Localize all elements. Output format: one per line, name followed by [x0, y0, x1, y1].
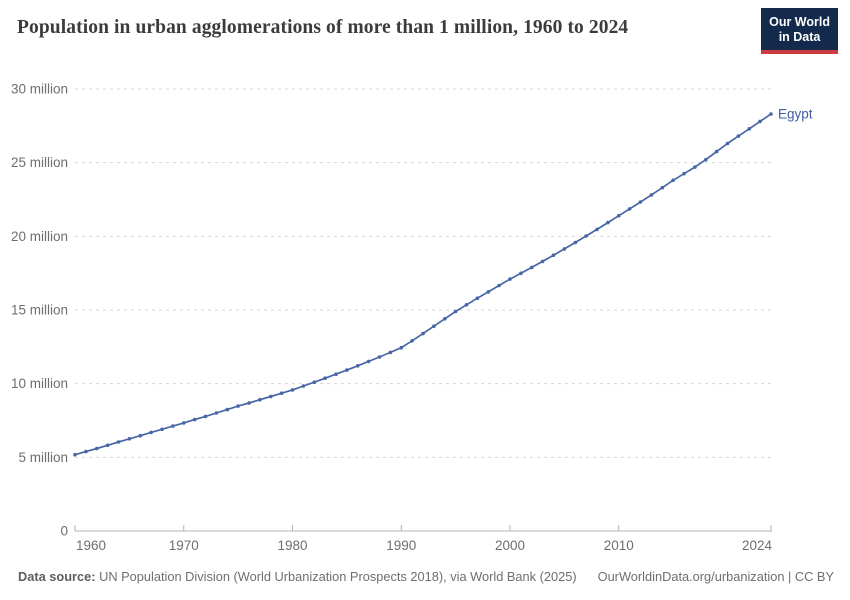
data-point-marker: [323, 376, 327, 381]
x-tick-label: 1970: [169, 538, 199, 553]
data-point-marker: [345, 368, 349, 372]
x-tick-label: 1990: [386, 538, 416, 553]
data-point-marker: [432, 324, 436, 328]
data-point-marker: [562, 247, 567, 251]
data-point-marker: [519, 271, 523, 276]
data-point-marker: [356, 364, 360, 368]
data-point-marker: [530, 265, 534, 270]
data-point-marker: [301, 384, 306, 388]
data-point-marker: [671, 178, 675, 183]
chart-footer: Data source: UN Population Division (Wor…: [18, 569, 834, 584]
data-point-marker: [388, 350, 393, 355]
x-tick-label: 2000: [495, 538, 525, 553]
data-point-marker: [269, 394, 273, 399]
data-point-marker: [105, 443, 110, 448]
x-tick-label: 1980: [277, 538, 307, 553]
data-point-marker: [192, 417, 197, 422]
data-point-marker: [714, 149, 719, 154]
series-line: [74, 113, 772, 456]
data-point-marker: [453, 309, 458, 314]
data-source-note: Data source: UN Population Division (Wor…: [18, 569, 577, 584]
owid-logo-line2: in Data: [778, 30, 821, 44]
data-point-marker: [225, 407, 230, 412]
data-point-marker: [399, 345, 404, 350]
data-point-marker: [540, 259, 545, 264]
data-point-marker: [508, 277, 512, 281]
owid-logo[interactable]: Our World in Data: [761, 8, 838, 54]
data-point-marker: [73, 452, 77, 457]
owid-logo-line1: Our World: [769, 15, 830, 29]
data-point-marker: [149, 430, 153, 435]
data-source-label: Data source:: [18, 569, 96, 584]
y-tick-label: 15 million: [11, 303, 68, 318]
data-point-marker: [573, 240, 578, 245]
data-point-marker: [551, 253, 556, 257]
y-tick-label: 20 million: [11, 229, 68, 244]
data-point-marker: [236, 404, 240, 408]
chart-title: Population in urban agglomerations of mo…: [17, 17, 629, 38]
data-point-marker: [84, 449, 88, 454]
line-chart-svg: 0 5 million 10 million 15 million 20 million…: [11, 82, 813, 554]
data-point-marker: [475, 296, 480, 300]
data-point-marker: [182, 421, 186, 425]
data-point-marker: [247, 401, 251, 405]
data-point-marker: [627, 207, 632, 211]
data-point-marker: [116, 440, 121, 444]
data-point-marker: [127, 437, 132, 441]
data-point-marker: [258, 397, 262, 402]
y-tick-label: 5 million: [18, 450, 68, 465]
data-point-marker: [682, 171, 686, 176]
data-point-marker: [595, 227, 599, 232]
data-point-marker: [279, 391, 284, 396]
data-point-marker: [736, 134, 741, 138]
data-point-marker: [410, 339, 414, 343]
x-tick-label: 2010: [604, 538, 634, 553]
data-point-marker: [769, 112, 773, 116]
x-tick-label: 2024: [742, 538, 773, 553]
data-point-marker: [638, 200, 643, 204]
data-point-marker: [95, 446, 99, 451]
data-point-marker: [725, 141, 730, 146]
owid-credit-link[interactable]: OurWorldinData.org/urbanization | CC BY: [597, 569, 834, 584]
data-point-marker: [486, 290, 491, 294]
data-point-marker: [171, 424, 175, 428]
data-point-marker: [704, 157, 708, 162]
data-point-marker: [464, 303, 469, 307]
data-point-marker: [443, 317, 447, 321]
data-point-marker: [693, 165, 697, 169]
data-point-marker: [334, 372, 338, 377]
data-point-marker: [377, 355, 382, 359]
data-point-marker: [617, 213, 621, 218]
data-point-marker: [203, 414, 208, 419]
data-point-marker: [758, 119, 762, 124]
y-tick-label: 25 million: [11, 155, 68, 170]
data-point-marker: [649, 193, 654, 197]
data-point-marker: [290, 388, 295, 392]
x-tick-label: 1960: [76, 538, 106, 553]
data-point-marker: [138, 433, 143, 438]
data-point-marker: [584, 234, 588, 238]
y-tick-label: 30 million: [11, 82, 68, 97]
data-point-marker: [312, 380, 317, 385]
data-point-marker: [497, 283, 501, 288]
data-point-marker: [747, 127, 752, 131]
data-point-marker: [214, 411, 219, 415]
series-end-label: Egypt: [778, 107, 813, 122]
data-source-text: UN Population Division (World Urbanizati…: [99, 569, 577, 584]
y-tick-label: 10 million: [11, 376, 68, 391]
data-point-marker: [606, 220, 610, 225]
data-point-marker: [160, 427, 164, 432]
plot-area: 0 5 million 10 million 15 million 20 million…: [0, 80, 850, 558]
data-point-marker: [421, 331, 425, 336]
data-point-marker: [660, 185, 665, 190]
data-point-marker: [366, 359, 371, 364]
y-tick-label: 0: [60, 524, 68, 539]
